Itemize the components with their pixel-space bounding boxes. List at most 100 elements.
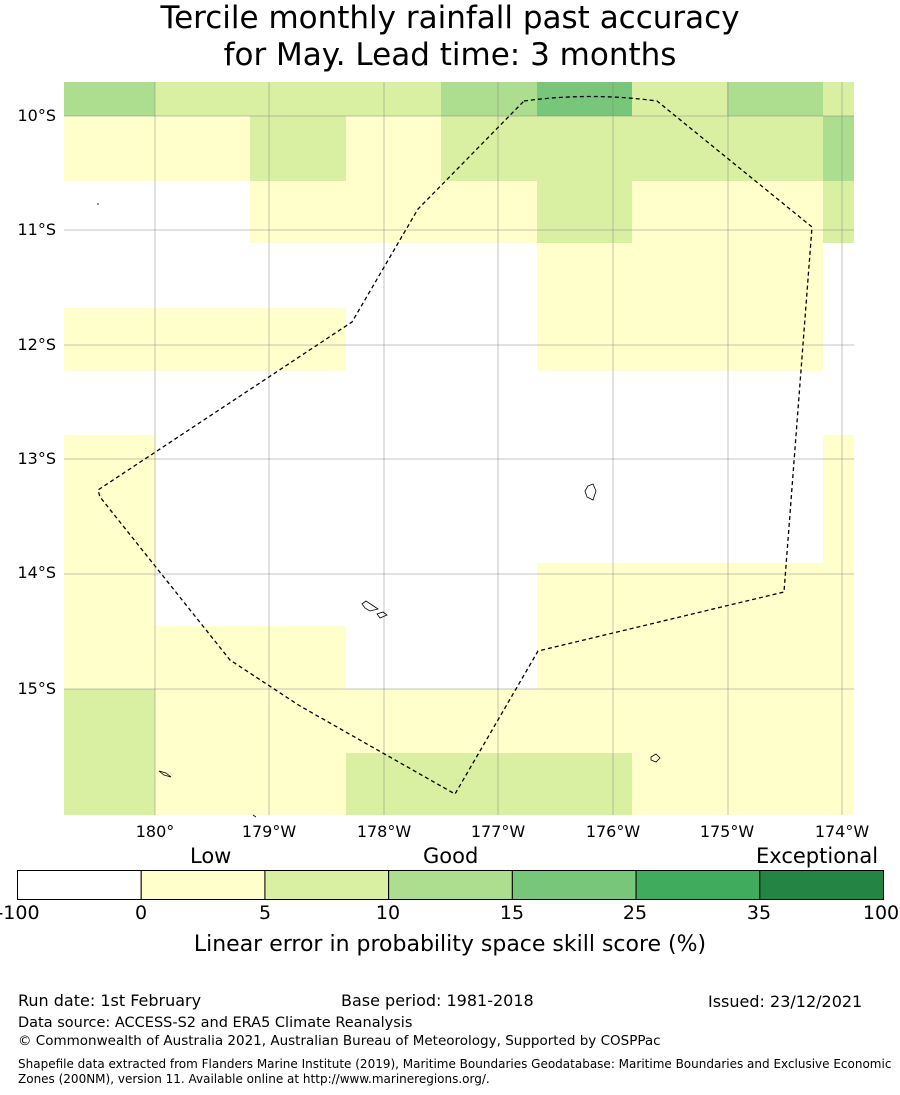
skill-cell (537, 563, 632, 626)
skill-cell (64, 82, 155, 116)
island-shape (650, 753, 661, 763)
colorbar (17, 870, 884, 900)
skill-cell (346, 116, 441, 181)
copyright: © Commonwealth of Australia 2021, Austra… (18, 1033, 661, 1049)
skill-cell (632, 243, 727, 308)
skill-cell (346, 689, 441, 753)
colorbar-segments (17, 870, 884, 900)
colorbar-tick: 25 (622, 902, 648, 924)
skill-cell (537, 181, 632, 243)
skill-cell (155, 626, 250, 689)
skill-cell (441, 753, 537, 815)
data-source: Data source: ACCESS-S2 and ERA5 Climate … (18, 1015, 413, 1031)
skill-cell (823, 181, 854, 243)
graticule (64, 82, 854, 815)
colorbar-segment (17, 870, 142, 900)
skill-cell (537, 626, 632, 689)
lat-label: 10°S (17, 106, 56, 125)
skill-cell (250, 626, 346, 689)
island-shape (361, 600, 388, 619)
lat-label: 13°S (17, 449, 56, 468)
skill-cell (155, 82, 250, 116)
skill-cell (441, 116, 537, 181)
skill-cell (155, 308, 250, 371)
skill-cell (727, 308, 823, 371)
skill-cell (346, 82, 441, 116)
skill-cell (64, 116, 155, 181)
skill-cell (250, 308, 346, 371)
skill-cell (155, 689, 250, 753)
island-shape (584, 483, 597, 501)
lon-label: 177°W (470, 822, 526, 841)
colorbar-tick: 10 (375, 902, 401, 924)
skill-cell (727, 181, 823, 243)
skill-cell (823, 753, 854, 815)
skill-cell (64, 435, 155, 499)
issued-date: Issued: 23/12/2021 (708, 992, 863, 1011)
colorbar-tick: 5 (258, 902, 272, 924)
lat-label: 14°S (17, 563, 56, 582)
skill-cell (823, 563, 854, 626)
skill-cell (64, 753, 155, 815)
skill-cell (823, 116, 854, 181)
skill-cell (64, 563, 155, 626)
skill-cell (537, 243, 632, 308)
skill-cell (346, 753, 441, 815)
colorbar-segment (635, 870, 761, 900)
skill-cell (346, 181, 441, 243)
lon-label: 176°W (585, 822, 641, 841)
skill-cell (727, 116, 823, 181)
colorbar-tick: 100 (862, 902, 900, 924)
base-period: Base period: 1981-2018 (341, 991, 534, 1010)
lat-label: 15°S (17, 679, 56, 698)
skill-cell (537, 689, 632, 753)
eez-boundary (97, 95, 813, 795)
lon-label: 175°W (699, 822, 755, 841)
skill-cell (537, 116, 632, 181)
colorbar-segment (511, 870, 637, 900)
shapefile-credit-line1: Shapefile data extracted from Flanders M… (18, 1057, 892, 1071)
skill-cell (727, 689, 823, 753)
lon-label: 178°W (356, 822, 412, 841)
skill-cell (823, 499, 854, 563)
colorbar-segment (140, 870, 266, 900)
run-date: Run date: 1st February (18, 991, 202, 1010)
legend-good-label: Good (423, 844, 479, 868)
skill-cell (632, 82, 727, 116)
skill-cell (155, 116, 250, 181)
colorbar-tick: 0 (134, 902, 148, 924)
skill-cell (250, 753, 346, 815)
skill-cell (250, 116, 346, 181)
skill-cell (537, 82, 632, 116)
colorbar-tick: 15 (499, 902, 525, 924)
skill-cell (727, 753, 823, 815)
skill-cell (823, 689, 854, 753)
island-shape (158, 770, 172, 778)
skill-cell (823, 435, 854, 499)
shapefile-credit-line2: Zones (200NM), version 11. Available onl… (18, 1072, 490, 1086)
skill-cell (823, 626, 854, 689)
skill-cell (64, 308, 155, 371)
lat-label: 11°S (17, 220, 56, 239)
skill-cell (64, 626, 155, 689)
skill-cell (441, 82, 537, 116)
skill-cell (727, 243, 823, 308)
skill-map (64, 82, 854, 818)
lat-label: 12°S (17, 335, 56, 354)
skill-cell (64, 499, 155, 563)
lon-label: 180° (135, 822, 175, 841)
skill-cell (632, 116, 727, 181)
island-shape (252, 814, 257, 818)
skill-cell (155, 753, 250, 815)
lon-label: 179°W (241, 822, 297, 841)
skill-cell (632, 626, 727, 689)
colorbar-title: Linear error in probability space skill … (193, 932, 707, 957)
skill-cell (250, 82, 346, 116)
colorbar-segment (759, 870, 884, 900)
map-title-line1: Tercile monthly rainfall past accuracy (160, 0, 740, 36)
colorbar-tick: -100 (0, 902, 40, 924)
map-title-line2: for May. Lead time: 3 months (223, 37, 677, 73)
skill-cell (441, 181, 537, 243)
skill-cell (727, 82, 823, 116)
skill-cell (537, 753, 632, 815)
